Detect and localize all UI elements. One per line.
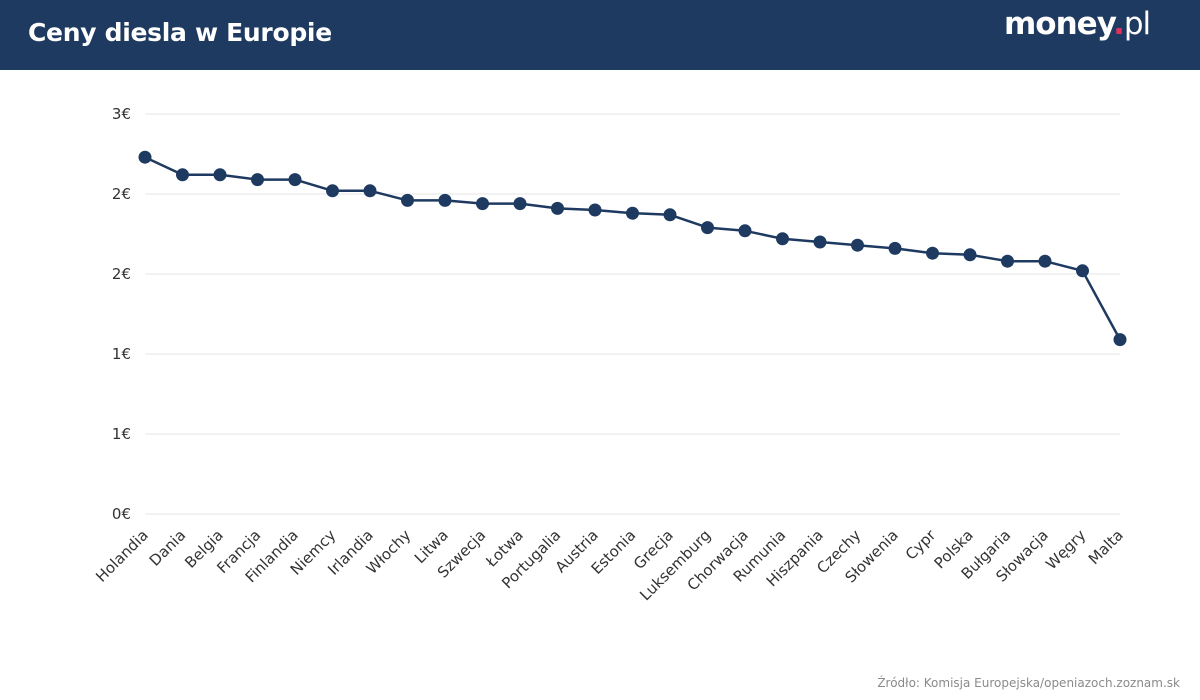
x-tick-label: Holandia <box>92 526 152 586</box>
data-point[interactable] <box>663 208 677 222</box>
y-tick-label: 1€ <box>112 345 131 363</box>
data-point[interactable] <box>138 150 152 164</box>
data-point[interactable] <box>213 168 227 182</box>
data-point[interactable] <box>888 241 902 255</box>
y-tick-label: 3€ <box>112 105 131 123</box>
x-axis-ticks: HolandiaDaniaBelgiaFrancjaFinlandiaNiemc… <box>92 526 1127 605</box>
header-bar: Ceny diesla w Europie money.pl <box>0 0 1200 70</box>
data-point[interactable] <box>701 221 714 235</box>
data-point[interactable] <box>176 168 189 182</box>
data-point[interactable] <box>776 232 789 246</box>
y-tick-label: 2€ <box>112 185 131 203</box>
data-point[interactable] <box>588 203 602 217</box>
data-point[interactable] <box>401 193 414 207</box>
data-point[interactable] <box>326 184 339 198</box>
data-point[interactable] <box>1001 254 1014 268</box>
y-tick-label: 2€ <box>112 265 131 283</box>
logo-tld: pl <box>1123 6 1151 42</box>
gridlines <box>145 113 1120 515</box>
money-pl-logo[interactable]: money.pl <box>1004 6 1151 42</box>
x-tick-label: Węgry <box>1042 526 1089 573</box>
data-point[interactable] <box>1076 264 1089 278</box>
y-tick-label: 1€ <box>112 425 131 443</box>
y-axis-ticks: 0€ 1€ 1€ 2€ 2€ 3€ <box>112 105 131 523</box>
data-points <box>138 150 1127 347</box>
data-point[interactable] <box>813 235 827 249</box>
y-tick-label: 0€ <box>112 505 131 523</box>
data-point[interactable] <box>1038 254 1052 268</box>
data-point[interactable] <box>363 184 377 198</box>
data-point[interactable] <box>738 224 752 238</box>
data-point[interactable] <box>476 197 489 211</box>
data-point[interactable] <box>1113 333 1127 347</box>
source-note: Źródło: Komisja Europejska/openiazoch.zo… <box>877 676 1180 690</box>
x-tick-label: Dania <box>146 526 190 570</box>
data-point[interactable] <box>438 193 452 207</box>
data-point[interactable] <box>513 197 527 211</box>
data-point[interactable] <box>851 238 864 252</box>
data-point[interactable] <box>288 173 302 187</box>
x-tick-label: Malta <box>1085 526 1127 568</box>
logo-dot: . <box>1113 6 1125 42</box>
data-point[interactable] <box>251 173 264 187</box>
data-point[interactable] <box>551 201 564 215</box>
chart-title: Ceny diesla w Europie <box>28 18 332 47</box>
data-point[interactable] <box>626 206 639 220</box>
logo-main: money <box>1004 6 1114 42</box>
data-point[interactable] <box>926 246 939 260</box>
data-point[interactable] <box>963 248 977 262</box>
